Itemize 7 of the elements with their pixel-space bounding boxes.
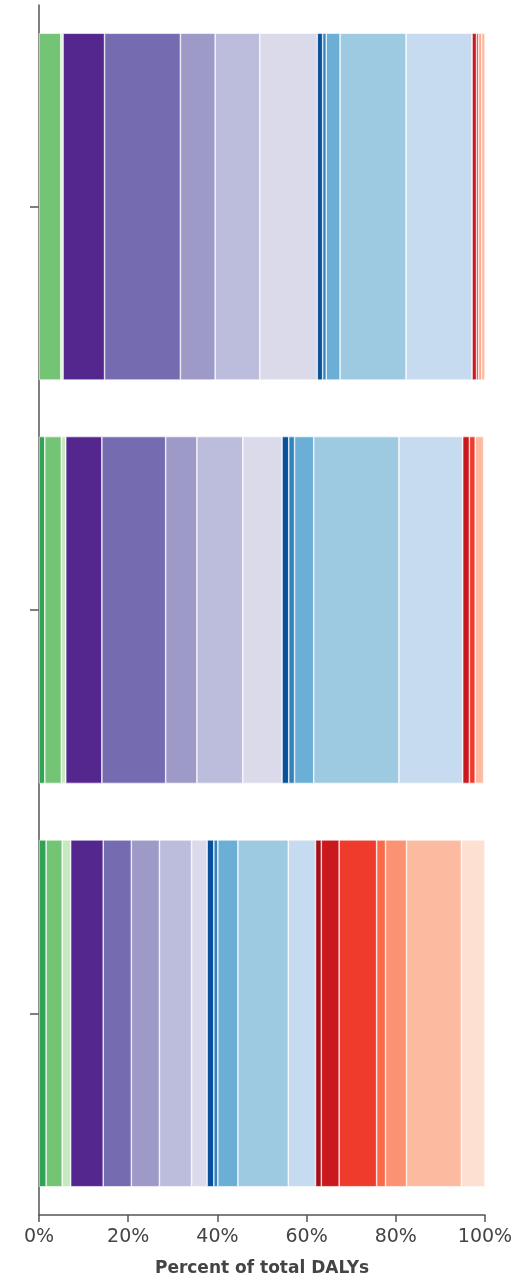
x-tick-label: 80% (374, 1223, 417, 1246)
x-tick-label: 0% (23, 1223, 55, 1246)
x-tick-label: 20% (107, 1223, 150, 1246)
x-axis-title: Percent of total DALYs (154, 1256, 370, 1277)
x-tick-label: 100% (457, 1223, 513, 1246)
x-tick-label: 60% (285, 1223, 328, 1246)
x-tick-label: 40% (196, 1223, 239, 1246)
